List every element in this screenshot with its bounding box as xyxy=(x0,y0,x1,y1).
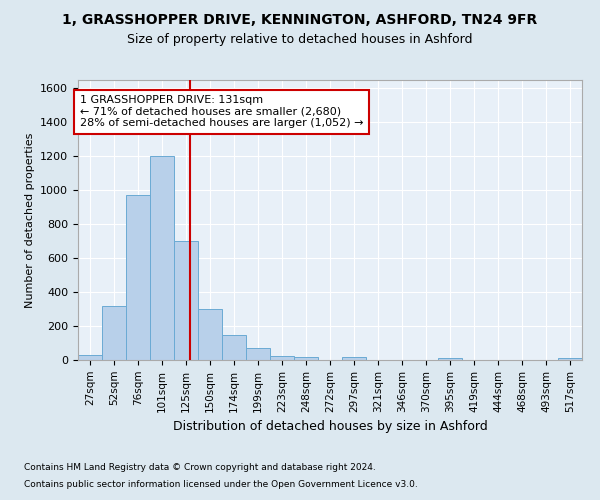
Bar xyxy=(222,334,246,360)
Text: 1, GRASSHOPPER DRIVE, KENNINGTON, ASHFORD, TN24 9FR: 1, GRASSHOPPER DRIVE, KENNINGTON, ASHFOR… xyxy=(62,12,538,26)
Bar xyxy=(558,358,582,360)
Bar xyxy=(150,156,174,360)
Bar xyxy=(78,355,102,360)
Text: 1 GRASSHOPPER DRIVE: 131sqm
← 71% of detached houses are smaller (2,680)
28% of : 1 GRASSHOPPER DRIVE: 131sqm ← 71% of det… xyxy=(80,96,364,128)
Bar xyxy=(198,309,222,360)
Bar xyxy=(270,356,294,360)
Y-axis label: Number of detached properties: Number of detached properties xyxy=(25,132,35,308)
Bar xyxy=(342,358,366,360)
Text: Size of property relative to detached houses in Ashford: Size of property relative to detached ho… xyxy=(127,32,473,46)
Bar xyxy=(102,306,126,360)
Bar xyxy=(174,241,198,360)
Bar xyxy=(246,348,270,360)
Bar xyxy=(294,358,318,360)
Text: Contains HM Land Registry data © Crown copyright and database right 2024.: Contains HM Land Registry data © Crown c… xyxy=(24,464,376,472)
X-axis label: Distribution of detached houses by size in Ashford: Distribution of detached houses by size … xyxy=(173,420,487,433)
Text: Contains public sector information licensed under the Open Government Licence v3: Contains public sector information licen… xyxy=(24,480,418,489)
Bar xyxy=(126,196,150,360)
Bar xyxy=(438,358,462,360)
